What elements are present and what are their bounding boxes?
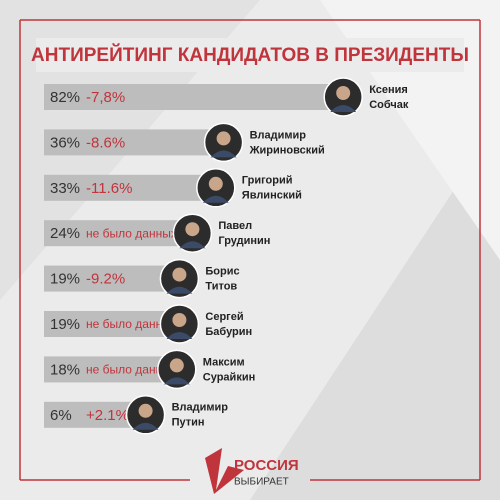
change-label: -11.6% (86, 180, 132, 197)
bar (44, 174, 216, 201)
candidate-first-name: Владимир (250, 129, 307, 141)
candidate-first-name: Ксения (369, 84, 408, 96)
change-label: -9.2% (86, 271, 125, 288)
photo-body (202, 195, 229, 203)
candidate-last-name: Титов (205, 281, 237, 293)
bar (44, 84, 344, 110)
bar (44, 265, 180, 292)
logo-mark (205, 448, 244, 494)
change-label: не было данных (86, 363, 177, 377)
change-label: -7,8% (86, 89, 125, 106)
candidate-first-name: Павел (218, 220, 252, 232)
photo-head (216, 131, 231, 146)
photo-head (172, 313, 187, 327)
change-label: -8.6% (86, 134, 125, 151)
photo-body (166, 332, 193, 339)
title-backdrop (36, 38, 464, 72)
candidate-last-name: Жириновский (249, 144, 325, 156)
change-label: не было данных (86, 317, 177, 331)
candidate-first-name: Максим (203, 356, 245, 368)
photo-head (185, 222, 200, 237)
photo-body (179, 241, 206, 249)
bar (44, 129, 224, 156)
photo (125, 395, 166, 435)
logo: РОССИЯ ВЫБИРАЕТ (205, 448, 299, 494)
candidate-last-name: Бабурин (205, 326, 252, 338)
photo-body (166, 286, 193, 294)
value-label: 18% (50, 361, 80, 378)
photo (172, 213, 213, 253)
chart-title: АНТИРЕЙТИНГ КАНДИДАТОВ В ПРЕЗИДЕНТЫ (31, 44, 469, 66)
photo (159, 258, 200, 299)
value-label: 33% (50, 180, 80, 197)
change-label: +2.1% (86, 407, 129, 424)
photo (196, 168, 236, 208)
photo-body (163, 377, 190, 385)
logo-subtitle: ВЫБИРАЕТ (234, 477, 289, 488)
logo-title: РОССИЯ (234, 457, 299, 474)
photo (157, 349, 197, 390)
bar (44, 220, 193, 247)
candidate-first-name: Борис (205, 266, 239, 278)
bar (44, 356, 177, 383)
photo (323, 77, 363, 117)
photo-body (132, 422, 159, 430)
photo-head (138, 403, 153, 418)
value-label: 36% (50, 134, 80, 151)
photo-body (210, 150, 237, 158)
value-label: 19% (50, 316, 80, 333)
background-shape (250, 120, 500, 500)
photo-head (336, 86, 351, 100)
photo (159, 304, 200, 344)
photo-head (208, 176, 223, 191)
candidate-last-name: Собчак (369, 99, 409, 111)
candidate-first-name: Владимир (172, 402, 229, 414)
value-label: 19% (50, 271, 80, 288)
value-label: 24% (50, 225, 80, 242)
candidate-last-name: Грудинин (218, 235, 270, 247)
value-label: 6% (50, 407, 72, 424)
photo (203, 122, 244, 163)
candidate-last-name: Путин (172, 417, 205, 429)
bar (44, 311, 180, 337)
change-label: не было данных (86, 226, 177, 240)
candidate-first-name: Сергей (205, 311, 243, 323)
candidate-first-name: Григорий (242, 175, 293, 187)
candidate-last-name: Сурайкин (203, 371, 255, 383)
photo-head (169, 358, 184, 373)
photo-body (330, 105, 357, 112)
value-label: 82% (50, 89, 80, 106)
photo-head (172, 267, 187, 282)
candidate-last-name: Явлинский (242, 190, 302, 202)
